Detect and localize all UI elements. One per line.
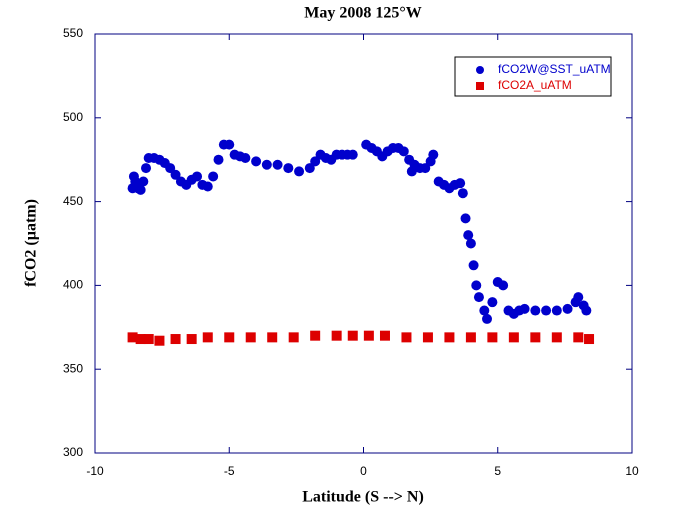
data-point	[294, 166, 305, 177]
data-point	[465, 238, 476, 249]
y-tick-label: 550	[63, 26, 83, 40]
data-point	[347, 149, 358, 160]
data-point	[143, 334, 154, 345]
data-point	[398, 146, 409, 157]
data-point	[283, 163, 294, 174]
data-point	[498, 280, 509, 291]
legend-marker	[476, 66, 484, 74]
data-point	[240, 153, 251, 164]
data-point	[460, 213, 471, 224]
x-axis-label: Latitude (S --> N)	[302, 489, 424, 506]
data-point	[379, 330, 390, 341]
y-axis-label: fCO2 (µatm)	[23, 199, 40, 287]
data-point	[519, 303, 530, 314]
data-point	[573, 332, 584, 343]
data-point	[192, 171, 203, 182]
data-point	[457, 188, 468, 199]
y-tick-label: 300	[63, 445, 83, 459]
data-point	[310, 156, 321, 167]
data-point	[487, 297, 498, 308]
data-point	[463, 230, 474, 241]
data-point	[482, 313, 493, 324]
y-tick-label: 350	[63, 361, 83, 375]
data-point	[444, 332, 455, 343]
data-point	[562, 303, 573, 314]
y-tick-label: 500	[63, 110, 83, 124]
y-tick-label: 400	[63, 278, 83, 292]
data-point	[165, 163, 176, 174]
legend-marker	[476, 82, 484, 90]
data-point	[267, 332, 278, 343]
data-point	[473, 292, 484, 303]
data-point	[224, 332, 235, 343]
data-point	[508, 332, 519, 343]
data-point	[468, 260, 479, 271]
data-point	[331, 330, 342, 341]
data-point	[471, 280, 482, 291]
data-point	[135, 334, 146, 345]
data-point	[347, 330, 358, 341]
data-point	[224, 139, 235, 150]
data-point	[245, 332, 256, 343]
data-point	[541, 305, 552, 316]
data-point	[465, 332, 476, 343]
x-tick-label: -10	[86, 464, 104, 478]
data-point	[208, 171, 219, 182]
data-point	[170, 334, 181, 345]
data-point	[154, 335, 165, 346]
x-tick-label: 5	[494, 464, 501, 478]
y-tick-label: 450	[63, 194, 83, 208]
x-tick-label: 0	[360, 464, 367, 478]
data-point	[261, 159, 272, 170]
data-point	[428, 149, 439, 160]
data-point	[530, 305, 541, 316]
data-point	[202, 332, 213, 343]
x-tick-label: 10	[625, 464, 639, 478]
legend-label: fCO2A_uATM	[498, 78, 572, 92]
data-point	[573, 292, 584, 303]
data-point	[170, 169, 181, 180]
data-point	[251, 156, 262, 167]
data-point	[455, 178, 466, 189]
data-point	[363, 330, 374, 341]
data-point	[141, 163, 152, 174]
data-point	[551, 332, 562, 343]
chart-title: May 2008 125°W	[304, 5, 422, 22]
data-point	[401, 332, 412, 343]
data-point	[138, 176, 149, 187]
data-point	[310, 330, 321, 341]
legend-label: fCO2W@SST_uATM	[498, 62, 611, 76]
data-point	[127, 332, 138, 343]
data-point	[422, 332, 433, 343]
data-point	[288, 332, 299, 343]
data-point	[213, 154, 224, 165]
data-point	[135, 184, 146, 195]
data-point	[202, 181, 213, 192]
data-point	[581, 305, 592, 316]
data-point	[530, 332, 541, 343]
data-point	[479, 305, 490, 316]
data-point	[487, 332, 498, 343]
data-point	[420, 163, 431, 174]
data-point	[186, 334, 197, 345]
x-tick-label: -5	[224, 464, 235, 478]
data-point	[551, 305, 562, 316]
data-point	[272, 159, 283, 170]
data-point	[304, 163, 315, 174]
data-point	[584, 334, 595, 345]
